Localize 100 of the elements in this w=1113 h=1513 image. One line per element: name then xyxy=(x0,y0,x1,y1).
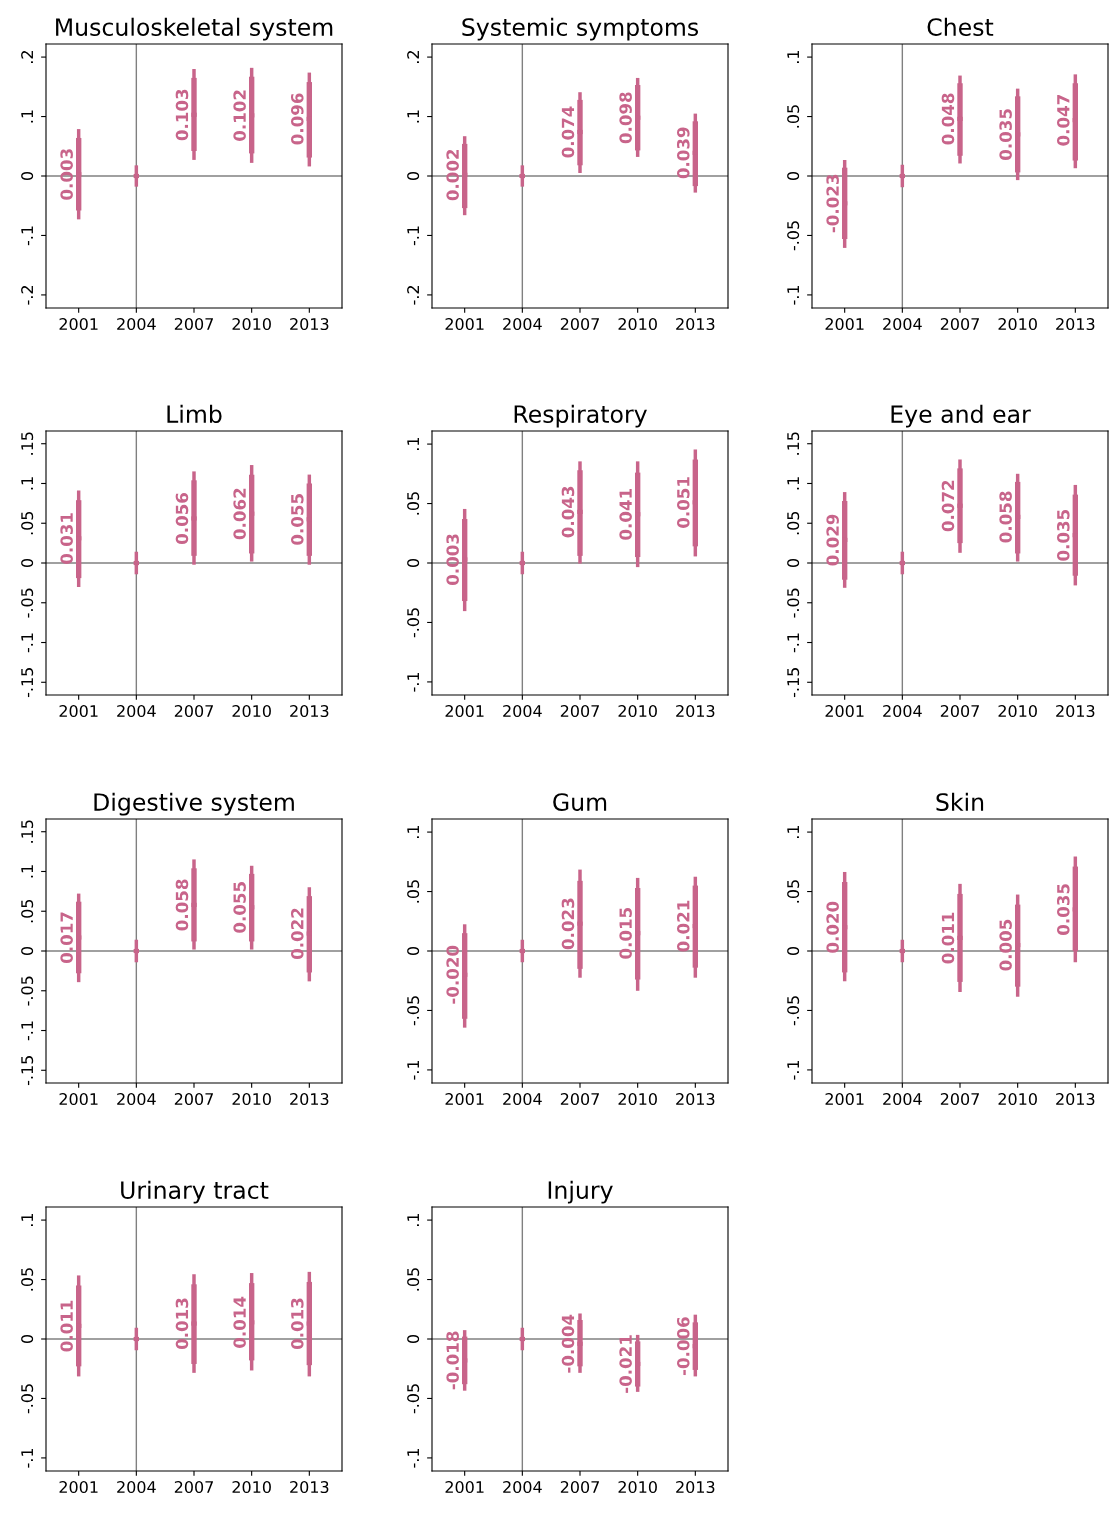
y-tick-label: -.05 xyxy=(787,996,800,1026)
annotation: 0.013 xyxy=(290,1298,304,1350)
annotation: 0.096 xyxy=(290,93,304,145)
y-tick-label: .15 xyxy=(787,432,800,455)
y-tick-label: .1 xyxy=(787,477,799,490)
x-tick-label: 2001 xyxy=(445,705,484,718)
y-tick-label: .05 xyxy=(787,105,800,128)
y-tick-label: -.05 xyxy=(407,608,420,638)
x-tick-label: 2013 xyxy=(290,705,329,718)
y-tick-label: .1 xyxy=(21,1213,33,1226)
x-tick-label: 2004 xyxy=(503,1481,542,1494)
chart-title: Limb xyxy=(167,404,222,423)
y-tick-label: .1 xyxy=(21,865,33,878)
y-tick-label: .1 xyxy=(787,50,799,63)
y-tick-label: -.1 xyxy=(787,285,799,305)
annotation: 0.043 xyxy=(561,486,575,538)
y-tick-label: 0 xyxy=(407,1334,420,1344)
annotation: 0.011 xyxy=(60,1300,73,1352)
y-tick-label: 0 xyxy=(787,171,800,181)
y-tick-label: .1 xyxy=(21,477,33,490)
annotation: 0.031 xyxy=(60,513,73,564)
annotation: -0.021 xyxy=(619,1335,632,1393)
annotation: -0.018 xyxy=(446,1331,459,1390)
y-tick-label: .1 xyxy=(407,110,419,123)
y-tick-label: -.1 xyxy=(21,1021,33,1041)
y-tick-label: .05 xyxy=(407,1268,420,1291)
annotation: 0.047 xyxy=(1056,95,1070,146)
y-tick-label: -.05 xyxy=(787,221,800,251)
y-tick-label: -.1 xyxy=(407,1448,419,1468)
annotation: 0.003 xyxy=(446,534,459,585)
y-tick-label: -.05 xyxy=(21,976,34,1006)
x-tick-label: 2013 xyxy=(290,318,329,331)
annotation: 0.058 xyxy=(175,879,189,931)
x-tick-label: 2013 xyxy=(1056,1093,1095,1106)
y-tick-label: -.1 xyxy=(407,1060,419,1080)
y-tick-label: .15 xyxy=(21,820,34,843)
x-tick-label: 2010 xyxy=(618,1093,657,1106)
x-tick-label: 2013 xyxy=(1056,705,1095,718)
annotation: -0.023 xyxy=(826,174,839,233)
annotation: 0.098 xyxy=(619,92,632,144)
x-tick-label: 2004 xyxy=(883,1093,922,1106)
x-tick-label: 2004 xyxy=(503,705,542,718)
x-tick-label: 2004 xyxy=(503,1093,542,1106)
x-tick-label: 2004 xyxy=(117,318,156,331)
x-tick-label: 2004 xyxy=(883,318,922,331)
annotation: 0.023 xyxy=(561,898,575,950)
x-tick-label: 2010 xyxy=(232,705,271,718)
annotation: 0.039 xyxy=(676,127,690,179)
y-tick-label: .15 xyxy=(21,432,34,455)
x-tick-label: 2004 xyxy=(503,318,542,331)
y-tick-label: -.1 xyxy=(787,633,799,653)
x-tick-label: 2007 xyxy=(560,705,599,718)
y-tick-label: -.2 xyxy=(21,286,33,305)
annotation: 0.014 xyxy=(233,1296,246,1348)
x-tick-label: 2010 xyxy=(998,705,1037,718)
y-tick-label: .1 xyxy=(407,437,419,450)
y-tick-label: 0 xyxy=(21,1334,34,1344)
x-tick-label: 2010 xyxy=(232,1481,271,1494)
y-tick-label: -.1 xyxy=(787,1060,799,1080)
x-tick-label: 2010 xyxy=(618,1481,657,1494)
annotation: 0.051 xyxy=(676,477,690,528)
y-tick-label: .05 xyxy=(787,511,800,535)
annotation: 0.029 xyxy=(826,514,839,566)
x-tick-label: 2004 xyxy=(117,705,156,718)
x-tick-label: 2013 xyxy=(290,1093,329,1106)
y-tick-label: 0 xyxy=(407,946,420,956)
x-tick-label: 2004 xyxy=(117,1093,156,1106)
annotation: 0.017 xyxy=(60,912,73,964)
x-tick-label: 2004 xyxy=(883,705,922,718)
chart-title: Respiratory xyxy=(514,404,647,428)
y-tick-label: 0 xyxy=(787,946,800,956)
x-tick-label: 2013 xyxy=(676,1481,715,1494)
y-tick-label: .05 xyxy=(787,880,800,903)
x-tick-label: 2013 xyxy=(676,1093,715,1106)
x-tick-label: 2010 xyxy=(618,318,657,331)
y-tick-label: 0 xyxy=(21,558,34,568)
chart-title: Eye and ear xyxy=(891,404,1031,428)
y-tick-label: .05 xyxy=(21,511,34,535)
y-tick-label: .05 xyxy=(407,492,420,515)
annotation: 0.074 xyxy=(561,106,575,158)
y-tick-label: -.05 xyxy=(21,1384,34,1414)
annotation: 0.072 xyxy=(941,480,955,532)
annotation: 0.022 xyxy=(290,908,304,960)
y-tick-label: -.15 xyxy=(787,668,800,698)
y-tick-label: -.15 xyxy=(21,1056,34,1086)
y-tick-label: 0 xyxy=(407,558,420,568)
annotation: 0.020 xyxy=(826,901,839,953)
chart-title: Digestive system xyxy=(94,792,294,816)
x-tick-label: 2001 xyxy=(825,318,864,331)
x-tick-label: 2001 xyxy=(445,318,484,331)
chart-title: Chest xyxy=(927,17,994,36)
y-tick-label: -.05 xyxy=(787,588,800,618)
y-tick-label: -.2 xyxy=(407,286,419,305)
y-tick-label: -.05 xyxy=(407,1384,420,1414)
x-tick-label: 2001 xyxy=(825,1093,864,1106)
annotation: -0.006 xyxy=(676,1317,690,1376)
x-tick-label: 2007 xyxy=(174,1093,213,1106)
annotation: 0.055 xyxy=(233,882,246,933)
x-tick-label: 2007 xyxy=(174,1481,213,1494)
x-tick-label: 2010 xyxy=(618,705,657,718)
